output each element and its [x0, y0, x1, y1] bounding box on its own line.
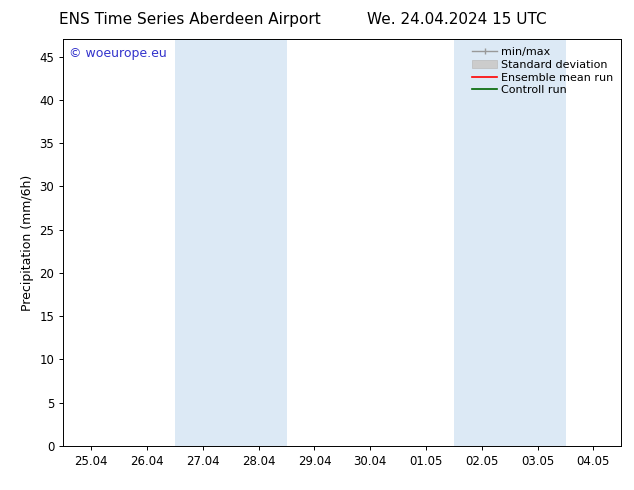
Text: ENS Time Series Aberdeen Airport: ENS Time Series Aberdeen Airport [60, 12, 321, 27]
Bar [454, 39, 566, 446]
Legend: min/max, Standard deviation, Ensemble mean run, Controll run: min/max, Standard deviation, Ensemble me… [470, 45, 616, 98]
Bar [175, 39, 287, 446]
Text: © woeurope.eu: © woeurope.eu [69, 48, 167, 60]
Text: We. 24.04.2024 15 UTC: We. 24.04.2024 15 UTC [366, 12, 547, 27]
Y-axis label: Precipitation (mm/6h): Precipitation (mm/6h) [21, 174, 34, 311]
